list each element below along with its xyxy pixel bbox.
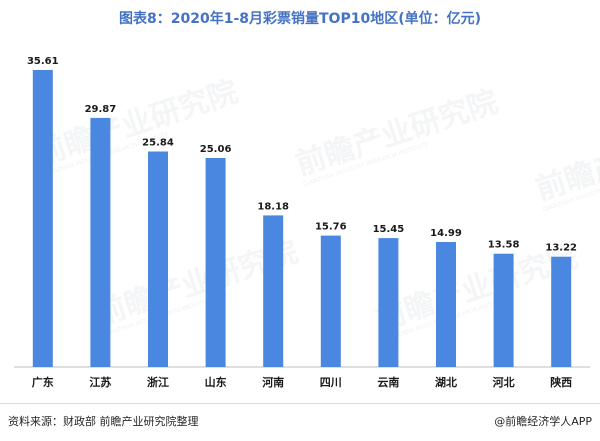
category-label-1: 江苏 [89, 375, 111, 389]
category-label-2: 浙江 [147, 375, 169, 389]
value-label-5: 15.76 [315, 222, 347, 233]
chart-title: 图表8：2020年1-8月彩票销量TOP10地区(单位：亿元) [119, 11, 481, 27]
category-label-8: 河北 [493, 375, 515, 389]
value-label-3: 25.06 [200, 144, 232, 155]
footer-divider [0, 403, 600, 404]
category-label-6: 云南 [377, 375, 399, 389]
bar-1 [90, 117, 111, 368]
bar-7 [436, 242, 456, 367]
brand-credit: @前瞻经济学人APP [494, 415, 592, 428]
category-label-7: 湖北 [435, 375, 457, 389]
bar-9 [551, 256, 572, 367]
value-label-4: 18.18 [257, 201, 289, 212]
value-label-2: 25.84 [142, 138, 174, 149]
value-label-0: 35.61 [27, 56, 59, 67]
bar-5 [320, 235, 341, 367]
bar-8 [493, 253, 514, 367]
bar-3 [205, 158, 226, 367]
svg-text:前瞻产业研究院: 前瞻产业研究院 [292, 84, 503, 182]
value-label-8: 13.58 [488, 240, 520, 251]
svg-text:前瞻产业研究院: 前瞻产业研究院 [32, 74, 243, 172]
value-label-6: 15.45 [373, 224, 405, 235]
value-label-9: 13.22 [545, 243, 577, 254]
category-label-3: 山东 [205, 375, 227, 389]
category-label-5: 四川 [320, 376, 342, 389]
category-label-9: 陕西 [550, 375, 572, 389]
bar-2 [148, 151, 168, 367]
value-label-1: 29.87 [85, 104, 117, 115]
bar-6 [378, 238, 399, 367]
svg-text:前瞻产业研究院: 前瞻产业研究院 [372, 239, 583, 337]
category-label-0: 广东 [32, 375, 54, 389]
bar-4 [263, 215, 284, 367]
value-label-7: 14.99 [430, 228, 462, 239]
source-note: 资料来源：财政部 前瞻产业研究院整理 [8, 415, 199, 428]
bar-0 [32, 70, 53, 367]
category-label-4: 河南 [262, 375, 284, 389]
